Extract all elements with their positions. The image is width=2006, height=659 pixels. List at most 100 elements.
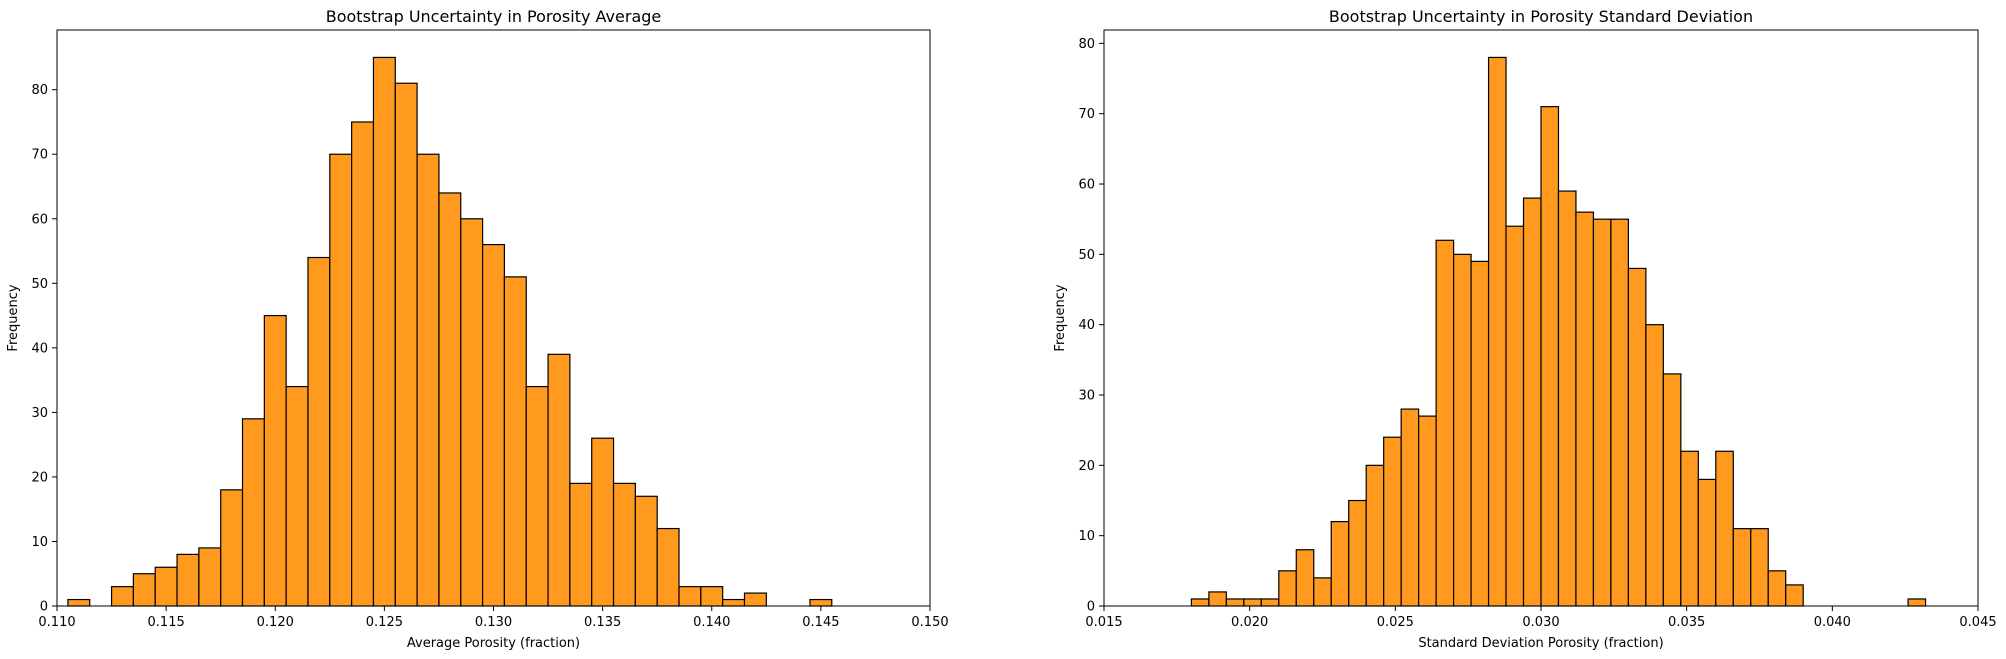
histogram-bar bbox=[372, 56, 396, 607]
y-tick-label: 40 bbox=[31, 341, 48, 356]
histogram-bar bbox=[1330, 520, 1350, 607]
histogram-bar bbox=[329, 153, 353, 607]
histogram-bar bbox=[634, 495, 658, 607]
histogram-bar bbox=[1348, 499, 1367, 607]
histogram-bar bbox=[263, 314, 287, 607]
histogram-bar bbox=[481, 243, 506, 607]
histogram-bar bbox=[1557, 190, 1577, 607]
histogram-bar bbox=[525, 385, 549, 607]
histogram-bar bbox=[569, 482, 593, 607]
x-axis-label: Standard Deviation Porosity (fraction) bbox=[1418, 636, 1663, 651]
y-tick-label: 10 bbox=[31, 535, 48, 550]
histogram-bar bbox=[1750, 528, 1769, 607]
histogram-bar bbox=[1190, 598, 1210, 607]
histogram-bar bbox=[1208, 591, 1227, 607]
y-tick-label: 80 bbox=[31, 83, 48, 98]
x-tick-label: 0.030 bbox=[1522, 615, 1559, 630]
histogram-bar bbox=[1662, 373, 1682, 607]
histogram-bar bbox=[241, 418, 265, 607]
y-axis-label: Frequency bbox=[6, 284, 21, 351]
x-tick-label: 0.015 bbox=[1085, 615, 1122, 630]
plot-frame bbox=[1103, 29, 1979, 607]
chart-title: Bootstrap Uncertainty in Porosity Standa… bbox=[1329, 7, 1753, 26]
y-tick-label: 20 bbox=[1078, 459, 1095, 474]
y-axis-label: Frequency bbox=[1053, 284, 1068, 351]
histogram-bar bbox=[700, 586, 724, 607]
histogram-bar bbox=[612, 482, 636, 607]
y-tick-label: 60 bbox=[31, 212, 48, 227]
x-tick-label: 0.020 bbox=[1231, 615, 1268, 630]
histogram-bar bbox=[1365, 464, 1385, 607]
histogram-bar bbox=[1785, 584, 1804, 607]
histogram-bar bbox=[1435, 239, 1455, 607]
histogram-bar bbox=[1260, 598, 1280, 607]
histogram-bar bbox=[198, 547, 222, 607]
histogram-bar bbox=[547, 353, 571, 607]
histogram-bar bbox=[220, 489, 244, 607]
axis-ticks: 0.110 0.115 0.120 0.125 0.130 0.135 0.140 0.145… bbox=[31, 83, 948, 630]
y-tick-label: 10 bbox=[1078, 529, 1095, 544]
histogram-bars bbox=[67, 56, 833, 607]
x-tick-label: 0.045 bbox=[1959, 615, 1996, 630]
histogram-bar bbox=[285, 385, 309, 607]
histogram-bar bbox=[307, 256, 331, 607]
x-tick-label: 0.035 bbox=[1668, 615, 1705, 630]
histogram-bar bbox=[1715, 450, 1734, 607]
histogram-bar bbox=[1575, 211, 1595, 607]
histogram-bar bbox=[1732, 528, 1752, 607]
histogram-bar bbox=[722, 598, 746, 607]
histogram-bar bbox=[1225, 598, 1245, 607]
histogram-bar bbox=[1767, 570, 1787, 607]
histogram-bar bbox=[1487, 56, 1507, 607]
histogram-bar bbox=[1452, 253, 1472, 607]
histogram-bar bbox=[176, 553, 200, 607]
histogram-panel-std-dev: Bootstrap Uncertainty in Porosity Standa… bbox=[1053, 7, 1997, 651]
y-tick-label: 20 bbox=[31, 470, 48, 485]
y-tick-label: 50 bbox=[1078, 248, 1095, 263]
x-tick-label: 0.125 bbox=[366, 615, 403, 630]
histogram-bar bbox=[1697, 478, 1717, 607]
histogram-bar bbox=[503, 276, 527, 607]
histogram-bar bbox=[1418, 415, 1437, 607]
histogram-bar bbox=[678, 586, 702, 607]
histogram-bar bbox=[154, 566, 178, 607]
plot-frame bbox=[56, 29, 931, 607]
y-tick-label: 0 bbox=[40, 600, 48, 615]
histogram-bar bbox=[67, 598, 91, 607]
x-tick-label: 0.120 bbox=[257, 615, 294, 630]
histogram-bar bbox=[1680, 450, 1699, 607]
y-tick-label: 70 bbox=[1078, 107, 1095, 122]
x-tick-label: 0.025 bbox=[1377, 615, 1414, 630]
histogram-bar bbox=[591, 437, 615, 607]
x-tick-label: 0.110 bbox=[38, 615, 75, 630]
x-tick-label: 0.140 bbox=[693, 615, 730, 630]
histogram-bar bbox=[1243, 598, 1262, 607]
y-tick-label: 30 bbox=[1078, 389, 1095, 404]
histogram-bar bbox=[1540, 106, 1560, 607]
x-tick-label: 0.040 bbox=[1814, 615, 1851, 630]
y-tick-label: 80 bbox=[1078, 37, 1095, 52]
x-axis-label: Average Porosity (fraction) bbox=[407, 636, 580, 651]
histogram-bar bbox=[1313, 577, 1332, 607]
histogram-bar bbox=[1610, 218, 1630, 607]
histogram-bar bbox=[416, 153, 440, 607]
histogram-bar bbox=[1383, 436, 1402, 607]
histogram-bar bbox=[1627, 267, 1647, 607]
y-tick-label: 60 bbox=[1078, 178, 1095, 193]
histogram-bar bbox=[1645, 324, 1664, 607]
x-tick-label: 0.115 bbox=[148, 615, 185, 630]
histogram-panel-average: Bootstrap Uncertainty in Porosity Averag… bbox=[6, 7, 949, 651]
histogram-bar bbox=[656, 527, 680, 607]
axis-ticks: 0.015 0.020 0.025 0.030 0.035 0.040 0.045 0 10 20… bbox=[1078, 37, 1996, 630]
y-tick-label: 50 bbox=[31, 277, 48, 292]
y-tick-label: 0 bbox=[1087, 600, 1095, 615]
histogram-bar bbox=[1522, 197, 1542, 607]
histogram-bar bbox=[1278, 570, 1297, 607]
x-tick-label: 0.130 bbox=[475, 615, 512, 630]
histogram-bar bbox=[1400, 408, 1420, 607]
histogram-bar bbox=[1505, 225, 1525, 607]
chart-title: Bootstrap Uncertainty in Porosity Averag… bbox=[326, 7, 662, 26]
histogram-bar bbox=[1907, 598, 1927, 607]
histogram-bar bbox=[110, 586, 134, 607]
